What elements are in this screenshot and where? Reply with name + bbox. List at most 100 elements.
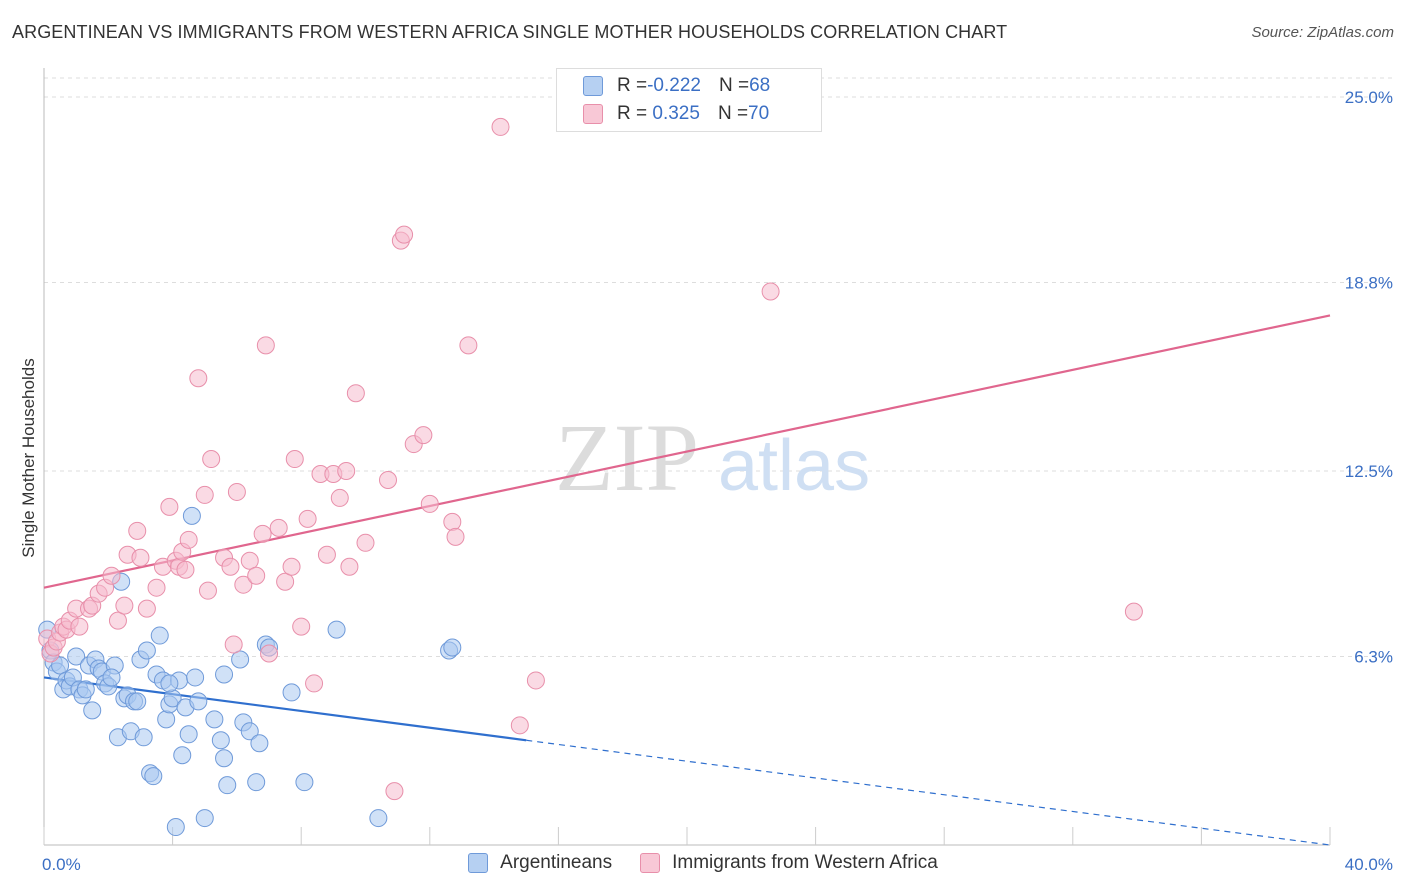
legend-r-label: R =	[617, 103, 648, 124]
watermark-zip: ZIP	[555, 404, 699, 511]
y-tick-label: 25.0%	[1345, 88, 1393, 107]
point-immigrants	[131, 548, 150, 567]
tick-labels: 6.3% 12.5% 18.8% 25.0% 0.0% 40.0%	[42, 88, 1393, 874]
point-immigrants	[298, 509, 317, 528]
chart-source: Source: ZipAtlas.com	[1251, 24, 1394, 41]
point-immigrants	[221, 557, 240, 576]
point-immigrants	[340, 557, 359, 576]
point-argentineans	[144, 767, 163, 786]
legend-n-value: 70	[748, 103, 770, 124]
point-argentineans	[211, 731, 230, 750]
point-argentineans	[250, 734, 269, 753]
point-immigrants	[224, 635, 243, 654]
legend-label-immigrants: Immigrants from Western Africa	[672, 852, 938, 873]
point-argentineans	[205, 710, 224, 729]
point-immigrants	[317, 545, 336, 564]
point-immigrants	[102, 566, 121, 585]
trendline-argentineans-extension	[526, 739, 1331, 846]
point-immigrants	[285, 450, 304, 469]
watermark-atlas: atlas	[718, 426, 870, 506]
grid-lines	[44, 77, 1394, 658]
point-immigrants	[115, 596, 134, 615]
data-points	[38, 117, 1143, 837]
point-argentineans	[295, 773, 314, 792]
point-immigrants	[128, 521, 147, 540]
point-immigrants	[269, 518, 288, 537]
point-immigrants	[761, 282, 780, 301]
axes	[43, 68, 1331, 846]
point-immigrants	[253, 524, 272, 543]
trendline-immigrants	[43, 314, 1331, 589]
point-immigrants	[70, 617, 89, 636]
legend-swatch-blue	[583, 76, 603, 96]
legend-swatch-blue	[468, 853, 489, 873]
point-argentineans	[67, 647, 86, 666]
point-argentineans	[134, 728, 153, 747]
point-argentineans	[195, 809, 214, 828]
point-immigrants	[195, 485, 214, 504]
point-immigrants	[160, 497, 179, 516]
legend-item-argentineans[interactable]: Argentineans	[468, 852, 612, 874]
point-immigrants	[147, 578, 166, 597]
point-immigrants	[337, 462, 356, 480]
legend-label-argentineans: Argentineans	[500, 852, 613, 873]
legend-n-label: N =	[718, 75, 750, 96]
point-argentineans	[137, 641, 156, 660]
point-immigrants	[379, 470, 398, 489]
point-immigrants	[198, 581, 217, 600]
point-argentineans	[231, 650, 250, 669]
point-argentineans	[327, 620, 346, 639]
point-immigrants	[491, 117, 510, 136]
legend-item-immigrants[interactable]: Immigrants from Western Africa	[640, 852, 938, 874]
stats-legend: R = -0.222 N = 68 R = 0.325 N = 70	[556, 68, 822, 132]
point-immigrants	[346, 384, 365, 403]
point-immigrants	[420, 494, 439, 513]
point-immigrants	[1124, 602, 1143, 621]
legend-row-argentineans: R = -0.222 N = 68	[583, 72, 770, 100]
legend-swatch-pink	[583, 104, 603, 124]
legend-r-label: R =	[617, 75, 648, 96]
point-immigrants	[179, 530, 198, 549]
legend-r-value: -0.222	[647, 75, 701, 96]
point-immigrants	[292, 617, 311, 636]
point-argentineans	[369, 809, 388, 828]
point-argentineans	[247, 773, 266, 792]
point-immigrants	[137, 599, 156, 618]
point-immigrants	[189, 369, 208, 388]
legend-n-label: N =	[717, 103, 749, 124]
point-argentineans	[186, 668, 205, 687]
point-argentineans	[282, 683, 301, 702]
point-argentineans	[76, 680, 95, 699]
point-argentineans	[128, 692, 147, 711]
point-immigrants	[240, 551, 259, 570]
point-immigrants	[459, 336, 478, 355]
y-tick-label: 18.8%	[1345, 274, 1393, 293]
point-immigrants	[260, 644, 279, 663]
point-immigrants	[176, 560, 195, 579]
watermark: ZIP atlas	[555, 404, 870, 511]
y-tick-label: 12.5%	[1345, 462, 1393, 481]
point-argentineans	[157, 710, 176, 729]
point-argentineans	[150, 626, 169, 645]
point-immigrants	[526, 671, 545, 690]
point-argentineans	[215, 665, 234, 684]
y-axis-label: Single Mother Households	[19, 358, 38, 557]
point-immigrants	[234, 575, 253, 594]
legend-n-value: 68	[749, 75, 771, 96]
point-argentineans	[173, 746, 192, 765]
series-legend: Argentineans Immigrants from Western Afr…	[0, 852, 1406, 874]
x-tick-label: 40.0%	[1345, 855, 1393, 874]
legend-swatch-pink	[640, 853, 661, 873]
point-immigrants	[356, 533, 375, 552]
point-immigrants	[443, 512, 462, 531]
point-immigrants	[414, 426, 433, 445]
point-immigrants	[446, 527, 465, 546]
point-argentineans	[240, 722, 259, 741]
x-tick-label: 0.0%	[42, 855, 81, 874]
point-argentineans	[218, 776, 237, 795]
point-argentineans	[160, 674, 179, 693]
point-argentineans	[51, 656, 70, 675]
point-argentineans	[215, 749, 234, 768]
point-argentineans	[443, 638, 462, 657]
point-immigrants	[227, 482, 246, 501]
